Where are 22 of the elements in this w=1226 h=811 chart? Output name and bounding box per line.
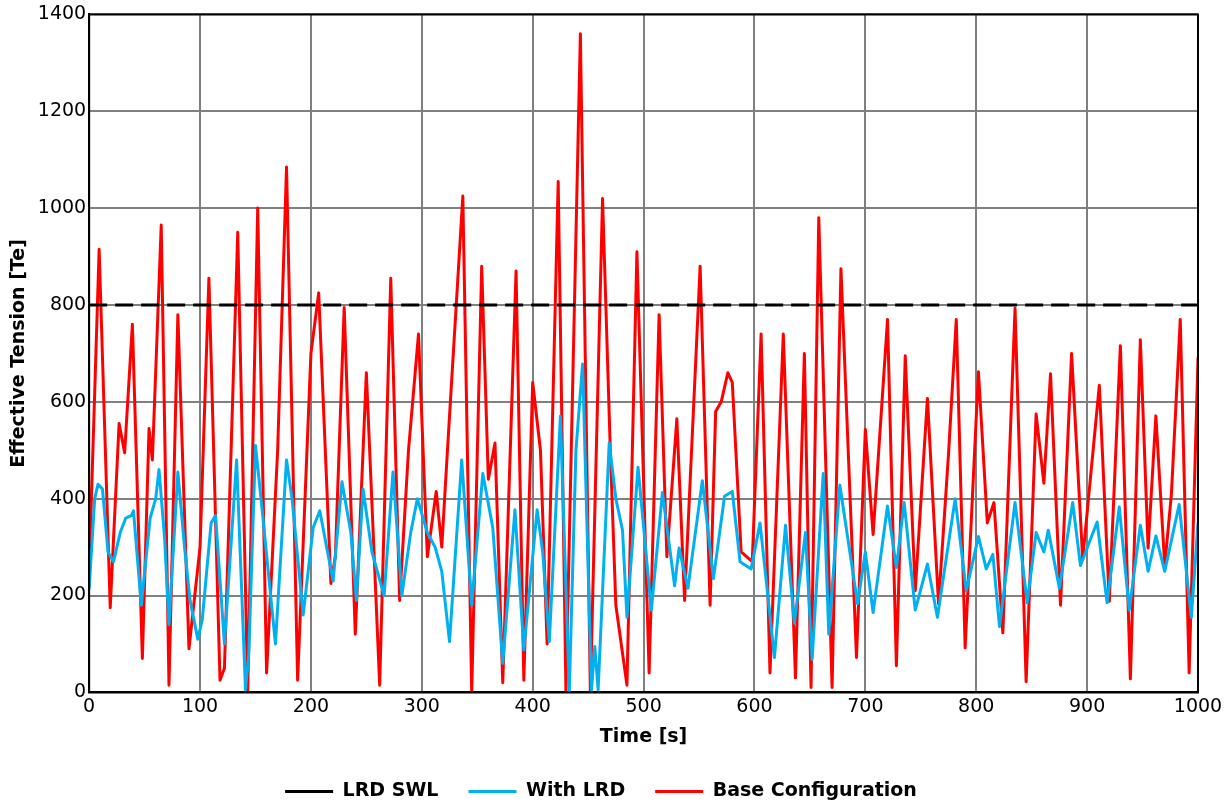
x-tick-label: 300 — [403, 693, 440, 716]
x-tick-label: 900 — [1068, 693, 1106, 716]
x-axis-title: Time [s] — [599, 723, 688, 746]
y-tick-label: 200 — [49, 582, 87, 605]
x-tick-label: 700 — [847, 693, 884, 716]
x-tick-label: 600 — [736, 693, 773, 716]
x-tick-label: 100 — [181, 693, 219, 716]
y-tick-label: 1000 — [37, 195, 87, 218]
y-axis-title: Effective Tension [Te] — [6, 239, 29, 468]
y-tick-label: 800 — [49, 291, 87, 314]
y-tick-label: 600 — [49, 388, 87, 411]
legend-label: LRD SWL — [342, 778, 439, 801]
y-tick-label: 1400 — [37, 1, 87, 24]
legend-label: Base Configuration — [712, 778, 917, 801]
x-tick-label: 400 — [514, 693, 551, 716]
x-tick-label: 500 — [625, 693, 662, 716]
x-tick-label: 200 — [292, 693, 330, 716]
y-tick-label: 1200 — [37, 98, 87, 121]
y-tick-label: 400 — [49, 485, 87, 508]
legend-label: With LRD — [525, 778, 626, 801]
x-tick-label: 800 — [958, 693, 995, 716]
x-tick-label: 1000 — [1173, 693, 1223, 716]
